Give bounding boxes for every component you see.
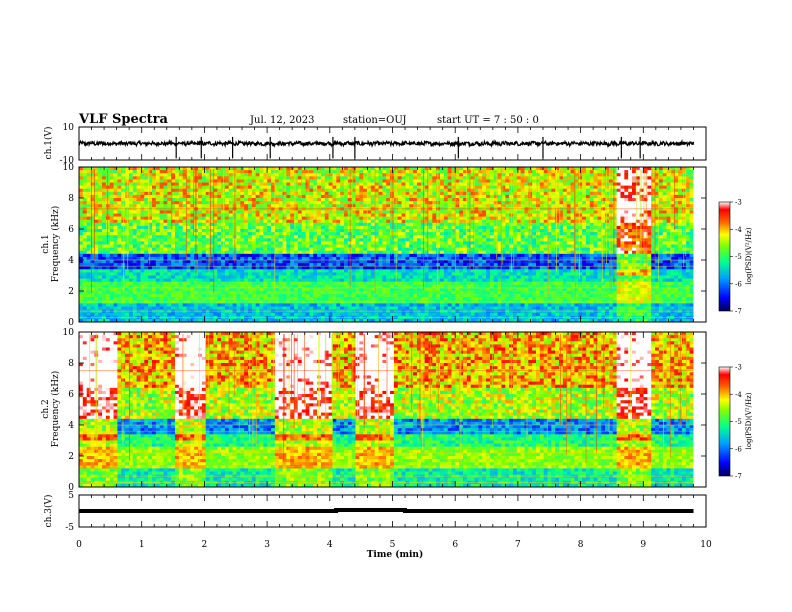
ch2-spectrogram-yticks: 10 8 6 4 2 0 [63,328,706,493]
x-tick-label: 5 [390,540,396,550]
ch2-colorbar-ticks: -3 -4 -5 -6 -7 [730,364,742,481]
spectrogram-ytick-label: 6 [68,390,74,400]
ch1-colorbar: -3 -4 -5 -6 -7 log(PSD)(V²/Hz) [718,199,753,316]
x-tick-label: 7 [515,540,521,550]
colorbar-tick-label: -3 [735,364,742,372]
x-axis-label: Time (min) [367,549,424,560]
colorbar-tick-label: -6 [735,280,742,288]
spectrogram-ytick-label: 2 [68,452,74,462]
ch2-spectrogram-ylabel-line1: ch.2 [41,399,51,418]
colorbar-tick-label: -3 [735,199,742,207]
spectrogram-ytick-label: 0 [68,318,74,328]
header-station: station=OUJ [343,115,407,126]
header-date: Jul. 12, 2023 [249,115,315,126]
ch1-waveform-ylabel: ch.1(V) [43,127,54,160]
ch2-spectrogram-panel: 10 8 6 4 2 0 ch.2 Frequency (kHz) [41,328,707,493]
spectrogram-ytick-label: 0 [68,483,74,493]
figure-title: VLF Spectra [78,112,169,127]
spectrogram-ytick-label: 8 [68,194,74,204]
ch3-ytick-bottom: -5 [65,523,74,533]
ch1-colorbar-ticks: -3 -4 -5 -6 -7 [730,199,742,316]
ch2-colorbar: -3 -4 -5 -6 -7 log(PSD)(V²/Hz) [718,364,753,481]
x-tick-label: 8 [578,540,584,550]
colorbar-tick-label: -5 [735,253,742,261]
ch1-spectrogram-ylabel-line1: ch.1 [41,234,51,253]
ch1-spectrogram-ylabel-line2: Frequency (kHz) [50,206,61,283]
ch1-spectrogram-image [79,167,706,323]
ch1-ytick-bottom: -10 [60,156,75,166]
spectrogram-ytick-label: 6 [68,225,74,235]
colorbar-tick-label: -4 [735,226,742,234]
x-axis-ticks [78,127,707,527]
ch1-waveform-panel: 10 -10 ch.1(V) [43,123,707,166]
ch2-spectrogram-ylabel-line2: Frequency (kHz) [50,371,61,448]
ch2-colorbar-label: log(PSD)(V²/Hz) [745,392,753,449]
ch1-spectrogram-panel: 10 8 6 4 2 0 ch.1 Frequency (kHz) [41,163,707,328]
colorbar-tick-label: -4 [735,391,742,399]
spectrogram-ytick-label: 10 [63,163,75,173]
x-tick-label: 4 [327,540,333,550]
spectrogram-ytick-label: 4 [68,421,74,431]
colorbar-tick-label: -7 [735,308,742,316]
x-tick-label: 0 [76,540,82,550]
spectrogram-ytick-label: 10 [63,328,75,338]
spectrogram-ytick-label: 2 [68,287,74,297]
x-axis-tick-labels: 0 1 2 3 4 5 6 7 8 9 10 [76,540,712,550]
ch3-trace [79,508,694,513]
x-tick-label: 1 [139,540,145,550]
colorbar-tick-label: -6 [735,445,742,453]
x-tick-label: 2 [202,540,208,550]
ch3-ytick-top: 5 [68,491,74,501]
x-tick-label: 9 [640,540,646,550]
x-tick-label: 3 [264,540,270,550]
ch3-ylabel: ch.3(V) [43,495,54,528]
colorbar-tick-label: -7 [735,473,742,481]
ch1-colorbar-gradient [718,201,731,312]
ch1-waveform-line [78,138,695,149]
ch3-panel: 5 -5 ch.3(V) [43,491,707,533]
ch1-waveform-trace [78,136,695,159]
ch1-colorbar-label: log(PSD)(V²/Hz) [745,227,753,284]
header-start: start UT = 7 : 50 : 0 [437,115,539,126]
x-tick-label: 10 [700,540,712,550]
colorbar-tick-label: -5 [735,418,742,426]
spectrogram-ytick-label: 8 [68,359,74,369]
spectrogram-ytick-label: 4 [68,256,74,266]
x-tick-label: 6 [452,540,458,550]
ch1-ytick-top: 10 [63,123,75,133]
ch1-spectrogram-yticks: 10 8 6 4 2 0 [63,163,706,328]
ch2-spectrogram-image [79,332,706,488]
ch2-colorbar-gradient [718,366,731,477]
